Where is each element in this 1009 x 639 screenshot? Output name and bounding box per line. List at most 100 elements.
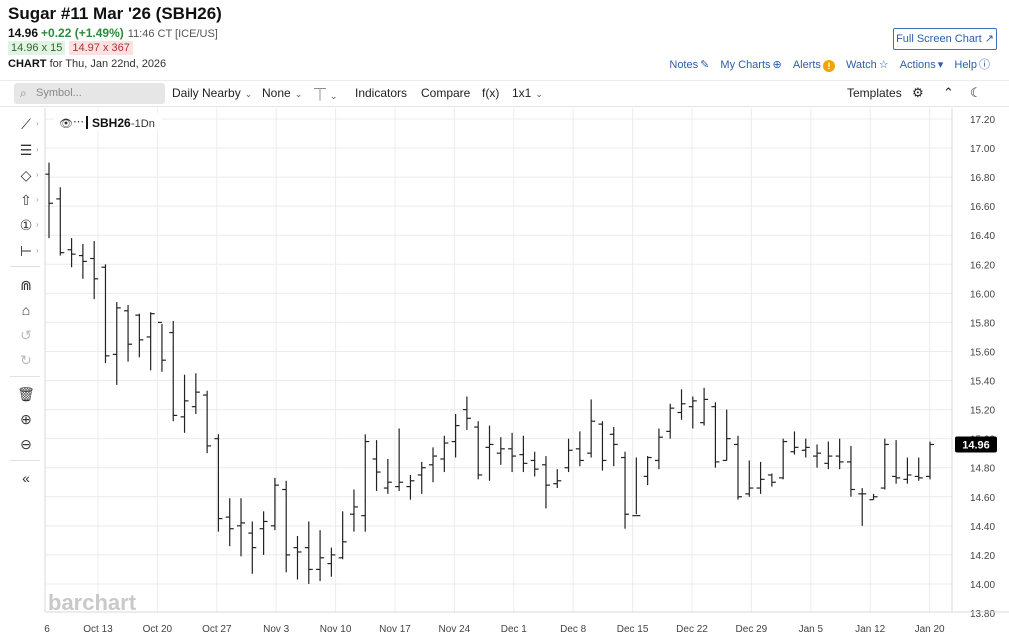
actions-menu[interactable]: Actions ▾ — [900, 59, 944, 71]
number-tool-icon[interactable]: ① › — [19, 217, 39, 233]
ohlc-bar — [259, 511, 268, 555]
zoom-out-icon[interactable]: ⊖ — [20, 436, 32, 452]
compare-button[interactable]: Compare — [421, 86, 471, 100]
arrow-tool-icon[interactable]: ⇧ › — [20, 192, 39, 208]
tool-divider — [10, 376, 40, 377]
y-tick-label: 15.80 — [970, 318, 995, 329]
bar-type-dropdown[interactable]: ⏉ ⌄ — [314, 86, 338, 103]
none-dropdown[interactable]: None ⌄ — [262, 86, 302, 100]
tool-flyout-icon: › — [36, 145, 39, 154]
line-tool-icon[interactable]: ⟋ › — [21, 116, 39, 132]
quote-time: 11:46 CT [ICE/US] — [127, 28, 218, 40]
ohlc-bar — [711, 402, 720, 468]
notes-link[interactable]: Notes ✎ — [669, 59, 709, 71]
y-tick-label: 15.00 — [970, 435, 995, 446]
mycharts-link[interactable]: My Charts ⊕ — [720, 59, 781, 71]
ohlc-bar — [169, 320, 178, 422]
fib-tool-icon[interactable]: ☰ › — [19, 142, 39, 158]
eye-icon[interactable]: 👁 — [59, 117, 73, 130]
fullscreen-label: Full Screen Chart — [896, 33, 982, 45]
tool-divider — [10, 266, 40, 267]
ohlc-bar — [293, 535, 302, 580]
x-tick-label: Dec 15 — [617, 624, 649, 635]
x-tick-label: Jan 12 — [855, 624, 885, 635]
ohlc-bar — [124, 304, 133, 362]
layout-label: 1x1 — [512, 86, 532, 100]
ohlc-bar — [666, 403, 675, 439]
none-label: None — [262, 86, 291, 100]
ohlc-bar — [101, 264, 110, 364]
alerts-link[interactable]: Alerts! — [793, 59, 835, 72]
layout-dropdown[interactable]: 1x1 ⌄ — [512, 86, 543, 100]
ohlc-bar — [914, 457, 923, 481]
lock-icon[interactable]: ⌂ — [21, 302, 31, 318]
trash-icon[interactable]: 🗑 — [17, 386, 35, 402]
ohlc-bar — [609, 427, 618, 467]
ohlc-bar — [395, 428, 404, 491]
y-tick-label: 16.20 — [970, 260, 995, 271]
ohlc-bar — [417, 461, 426, 494]
ohlc-bar — [643, 456, 652, 486]
grid — [45, 108, 952, 612]
dark-mode-icon[interactable]: ☾ — [970, 85, 982, 100]
ohlc-bar — [214, 434, 223, 532]
redo-icon[interactable]: ↻ — [20, 352, 32, 368]
help-link[interactable]: Help ⓘ — [954, 59, 990, 71]
tool-flyout-icon: › — [36, 220, 39, 229]
ohlc-bar — [733, 435, 742, 500]
function-button[interactable]: f(x) — [482, 86, 500, 100]
quote-line: 14.96 +0.22 (+1.49%) 11:46 CT [ICE/US] — [8, 26, 218, 40]
daily-nearby-label: Daily Nearby — [172, 86, 241, 100]
date-axis: 6 Oct 13 Oct 20 Oct 27 Nov 3 Nov 10 Nov 17 Nov … — [44, 624, 945, 635]
watch-label: Watch — [846, 59, 877, 71]
plus-circle-icon: ⊕ — [772, 59, 782, 71]
undo-icon[interactable]: ↺ — [20, 327, 32, 343]
templates-button[interactable]: Templates — [847, 86, 902, 100]
ohlc-bar — [508, 432, 517, 473]
ohlc-bar — [135, 313, 144, 358]
ohlc-bar — [530, 451, 539, 477]
fullscreen-button[interactable]: Full Screen Chart ↗ — [893, 28, 997, 50]
help-icon: ⓘ — [979, 59, 990, 71]
ohlc-bar — [892, 440, 901, 484]
ohlc-bar — [824, 441, 833, 470]
ohlc-bar — [316, 530, 325, 582]
y-tick-label: 16.80 — [970, 173, 995, 184]
more-icon[interactable]: ⋯ — [73, 116, 84, 128]
y-tick-label: 15.60 — [970, 347, 995, 358]
ohlc-bar — [835, 438, 844, 470]
help-label: Help — [954, 59, 977, 71]
legend-bg — [54, 113, 162, 131]
zoom-in-icon[interactable]: ⊕ — [20, 411, 32, 427]
ohlc-bar — [632, 457, 641, 517]
collapse-up-icon[interactable]: ⌃ — [943, 85, 954, 100]
ohlc-bar — [191, 373, 200, 414]
watch-link[interactable]: Watch ☆ — [846, 59, 889, 71]
collapse-icon[interactable]: « — [22, 470, 30, 486]
symbol-search-input[interactable]: ⌕ Symbol... — [14, 83, 165, 104]
magnet-icon[interactable]: ⋒ — [20, 277, 32, 293]
x-tick-label: Nov 24 — [439, 624, 471, 635]
chart-date: for Thu, Jan 22nd, 2026 — [49, 58, 167, 70]
indicators-button[interactable]: Indicators — [355, 86, 408, 100]
settings-gear-icon[interactable]: ⚙ — [912, 85, 924, 100]
x-tick-label: Nov 3 — [263, 624, 290, 635]
chart-label: CHART — [8, 58, 47, 70]
ohlc-bar — [67, 238, 76, 268]
measure-tool-icon[interactable]: ⊢ › — [19, 243, 39, 259]
tool-flyout-icon: › — [36, 170, 39, 179]
chart-links: Notes ✎ My Charts ⊕ Alerts! Watch ☆ Actions… — [661, 56, 990, 72]
chart-header: Sugar #11 Mar '26 (SBH26) 14.96 +0.22 (+1… — [8, 4, 998, 76]
ohlc-bar — [541, 456, 550, 509]
ohlc-bar — [429, 447, 438, 483]
tool-flyout-icon: › — [36, 246, 39, 255]
daily-nearby-dropdown[interactable]: Daily Nearby ⌄ — [172, 86, 252, 100]
expand-icon: ↗ — [984, 33, 994, 45]
bid-badge: 14.96 x 15 — [8, 41, 66, 55]
price-axis: 17.20 17.00 16.80 16.60 16.40 16.20 16.00 15.80… — [970, 115, 995, 620]
legend-interval: -1Dn — [131, 118, 155, 130]
ohlc-bar — [372, 440, 381, 491]
chevron-down-icon: ⌄ — [330, 91, 338, 101]
shape-tool-icon[interactable]: ◇ › — [20, 167, 39, 183]
y-tick-label: 16.60 — [970, 202, 995, 213]
